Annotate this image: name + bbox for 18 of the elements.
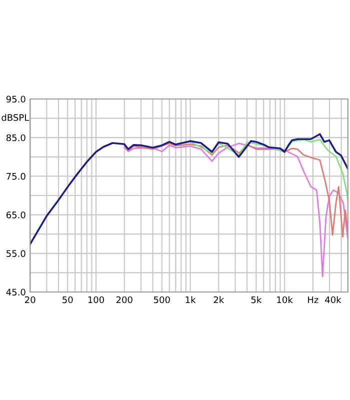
y-axis-title: dBSPL: [2, 114, 30, 121]
x-tick-label: 500: [154, 296, 170, 304]
x-tick-label: 20: [25, 296, 36, 304]
y-tick-label: 85.0: [6, 134, 26, 142]
x-tick-label: 100: [88, 296, 104, 304]
x-tick-label: 1k: [186, 296, 196, 304]
y-tick-label: 55.0: [6, 250, 26, 257]
x-tick-label: 200: [116, 296, 132, 304]
x-tick-label: Hz: [308, 296, 318, 304]
x-tick-label: 40k: [325, 296, 342, 304]
y-tick-label: 65.0: [6, 212, 26, 218]
y-tick-label: 45.0: [6, 288, 26, 296]
y-tick-label: 95.0: [6, 96, 26, 103]
x-tick-label: 5k: [251, 296, 262, 304]
x-tick-label: 2k: [214, 296, 224, 304]
x-tick-label: 10k: [277, 296, 293, 304]
x-tick-label: 50: [62, 296, 73, 304]
y-tick-label: 75.0: [6, 172, 26, 180]
